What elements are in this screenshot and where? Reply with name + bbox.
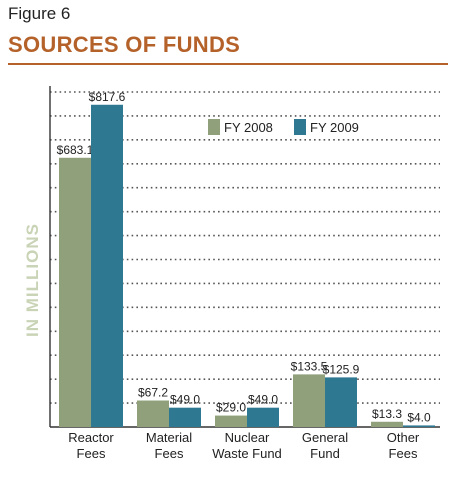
category-label: Other: [387, 430, 420, 445]
data-label: $817.6: [89, 90, 126, 104]
category-label: Waste Fund: [212, 446, 282, 461]
bar: [325, 377, 357, 427]
category-label: Nuclear: [225, 430, 270, 445]
figure-label: Figure 6: [8, 4, 71, 23]
title-rule: [8, 63, 448, 65]
legend-swatch: [208, 119, 220, 135]
bar: [293, 374, 325, 427]
bar: [403, 425, 435, 427]
data-label: $4.0: [407, 410, 431, 424]
bar: [169, 407, 201, 427]
category-label: Fund: [310, 446, 340, 461]
category-label: Material: [146, 430, 192, 445]
data-label: $13.3: [372, 407, 402, 421]
data-label: $683.1: [57, 143, 94, 157]
bar: [137, 400, 169, 427]
data-label: $125.9: [323, 362, 360, 376]
legend-label: FY 2009: [310, 120, 359, 135]
category-label: Fees: [155, 446, 184, 461]
bar: [59, 157, 91, 427]
bar: [91, 104, 123, 427]
data-label: $67.2: [138, 386, 168, 400]
bar: [247, 407, 279, 427]
y-axis-label: IN MILLIONS: [23, 223, 42, 337]
chart-title: SOURCES OF FUNDS: [8, 32, 241, 57]
category-label: Fees: [77, 446, 106, 461]
data-label: $29.0: [216, 401, 246, 415]
bar: [215, 415, 247, 427]
legend-label: FY 2008: [224, 120, 273, 135]
legend-swatch: [294, 119, 306, 135]
data-label: $49.0: [248, 393, 278, 407]
category-label: General: [302, 430, 348, 445]
data-label: $49.0: [170, 393, 200, 407]
bar: [371, 421, 403, 427]
category-label: Fees: [389, 446, 418, 461]
data-label: $133.5: [291, 359, 328, 373]
category-label: Reactor: [68, 430, 114, 445]
